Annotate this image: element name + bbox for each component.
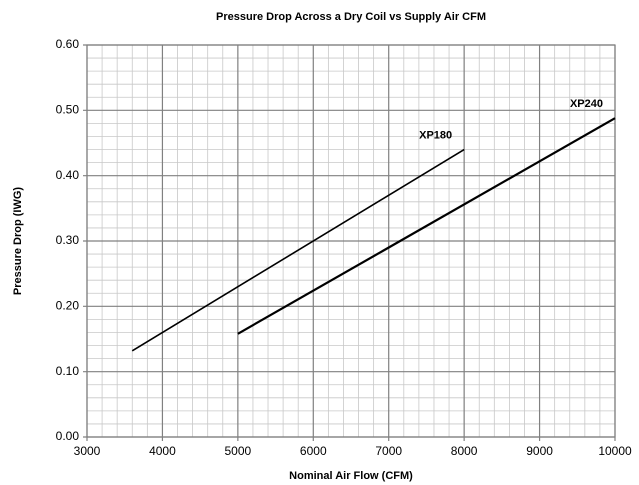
y-tick-label: 0.20 <box>56 299 80 313</box>
series-label: XP180 <box>419 129 452 141</box>
y-tick-label: 0.30 <box>56 233 80 247</box>
y-tick-label: 0.50 <box>56 103 80 117</box>
y-tick-label: 0.60 <box>56 37 80 51</box>
x-tick-label: 8000 <box>451 444 478 458</box>
x-tick-label: 9000 <box>526 444 553 458</box>
x-tick-label: 3000 <box>74 444 101 458</box>
x-tick-label: 7000 <box>375 444 402 458</box>
y-tick-label: 0.00 <box>56 429 80 443</box>
y-tick-label: 0.10 <box>56 364 80 378</box>
x-tick-label: 4000 <box>149 444 176 458</box>
series-label: XP240 <box>570 98 603 110</box>
y-axis-label: Pressure Drop (IWG) <box>12 187 24 296</box>
plot-frame <box>86 44 616 438</box>
x-tick-label: 5000 <box>225 444 252 458</box>
x-tick-label: 6000 <box>300 444 327 458</box>
x-axis-label: Nominal Air Flow (CFM) <box>289 470 413 482</box>
x-tick-label: 10000 <box>598 444 632 458</box>
chart-title: Pressure Drop Across a Dry Coil vs Suppl… <box>216 11 486 23</box>
series-line <box>237 117 616 335</box>
y-tick-label: 0.40 <box>56 168 80 182</box>
series-line <box>131 148 465 352</box>
